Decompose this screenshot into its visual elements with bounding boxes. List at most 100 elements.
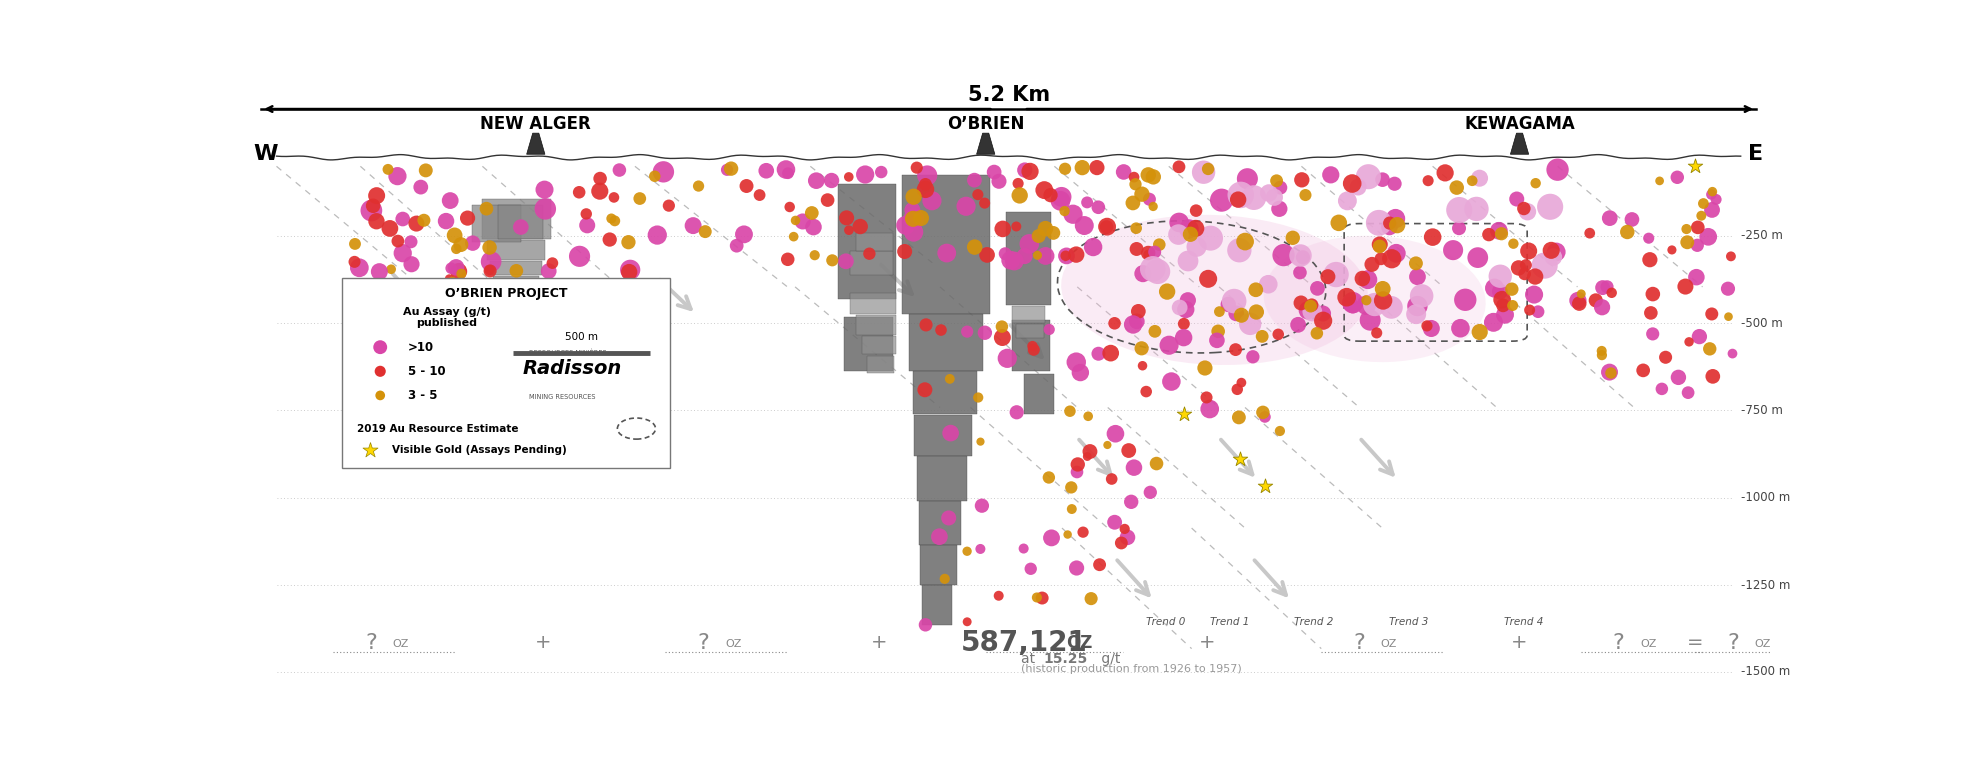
Point: [1076, 241, 1108, 254]
Point: [474, 265, 506, 277]
Point: [951, 326, 982, 338]
Point: [1437, 244, 1468, 256]
Point: [529, 183, 561, 196]
Text: -1250 m: -1250 m: [1742, 579, 1791, 592]
Point: [1535, 200, 1567, 213]
Point: [998, 254, 1029, 267]
Text: -500 m: -500 m: [1742, 316, 1783, 330]
Text: NEW ALGER: NEW ALGER: [480, 115, 590, 133]
Point: [1513, 304, 1545, 316]
Point: [1139, 325, 1171, 337]
Point: [730, 180, 762, 193]
Point: [1218, 295, 1250, 308]
Point: [1029, 184, 1061, 197]
Point: [1261, 175, 1293, 187]
Point: [1694, 343, 1726, 355]
Point: [923, 530, 954, 543]
Point: [962, 189, 994, 201]
Point: [433, 272, 464, 285]
Point: [1301, 282, 1332, 294]
Point: [1683, 221, 1714, 233]
Point: [1334, 298, 1366, 310]
Point: [1134, 193, 1165, 205]
Point: [1200, 334, 1232, 347]
Point: [1362, 327, 1393, 339]
Text: O’BRIEN: O’BRIEN: [947, 115, 1025, 133]
Point: [1224, 189, 1256, 201]
Point: [909, 178, 941, 190]
Point: [533, 265, 565, 277]
Point: [769, 164, 801, 176]
Bar: [342, 278, 669, 467]
Point: [1628, 364, 1659, 377]
Point: [1519, 270, 1551, 283]
Point: [1010, 164, 1041, 176]
Point: [1021, 249, 1053, 262]
Text: W: W: [254, 144, 277, 164]
Point: [1071, 196, 1102, 208]
Point: [1592, 280, 1624, 293]
Point: [1122, 315, 1153, 327]
Point: [421, 312, 453, 324]
Text: OZ: OZ: [724, 639, 742, 649]
Point: [1132, 247, 1163, 259]
Point: [1173, 223, 1204, 236]
Text: 587,121: 587,121: [960, 629, 1086, 657]
Point: [1443, 204, 1474, 216]
Point: [642, 229, 673, 241]
Point: [443, 305, 474, 318]
Point: [364, 265, 396, 278]
Point: [1413, 175, 1445, 187]
Point: [1673, 386, 1704, 399]
Point: [1289, 189, 1321, 201]
Point: [890, 245, 921, 258]
Bar: [850, 293, 895, 314]
Point: [1616, 213, 1647, 226]
Point: [396, 236, 427, 248]
Point: [1496, 283, 1527, 295]
Point: [1504, 262, 1535, 274]
Point: [1082, 201, 1114, 214]
Text: OZ: OZ: [392, 639, 409, 649]
Bar: [844, 317, 893, 371]
Bar: [1023, 374, 1055, 413]
Bar: [921, 545, 956, 586]
Point: [978, 166, 1010, 179]
Point: [996, 254, 1027, 266]
Point: [1541, 246, 1572, 258]
Point: [376, 263, 407, 276]
Point: [1212, 298, 1244, 311]
Point: [1342, 181, 1374, 193]
Point: [356, 204, 388, 217]
Text: 500 m: 500 m: [565, 332, 598, 342]
Text: Trend 4: Trend 4: [1504, 617, 1543, 626]
Point: [1128, 267, 1159, 280]
Point: [1596, 366, 1628, 379]
Point: [988, 222, 1019, 235]
Point: [720, 240, 752, 252]
Point: [1295, 300, 1326, 312]
Point: [968, 197, 1000, 209]
Point: [1685, 210, 1716, 222]
Bar: [850, 251, 893, 275]
Point: [500, 265, 531, 277]
Point: [388, 213, 419, 226]
Point: [1226, 309, 1258, 322]
Point: [771, 167, 803, 179]
Point: [1509, 259, 1541, 272]
Bar: [913, 371, 976, 413]
Point: [372, 282, 403, 294]
Point: [1163, 216, 1195, 229]
Point: [1612, 226, 1643, 238]
Point: [1169, 318, 1200, 330]
Point: [1277, 232, 1309, 244]
Bar: [482, 200, 551, 239]
Point: [905, 211, 937, 224]
Point: [382, 235, 413, 247]
Point: [354, 443, 386, 456]
Point: [445, 268, 476, 280]
Bar: [856, 316, 895, 335]
Point: [1204, 305, 1236, 318]
Point: [1092, 220, 1124, 233]
Bar: [486, 240, 545, 260]
